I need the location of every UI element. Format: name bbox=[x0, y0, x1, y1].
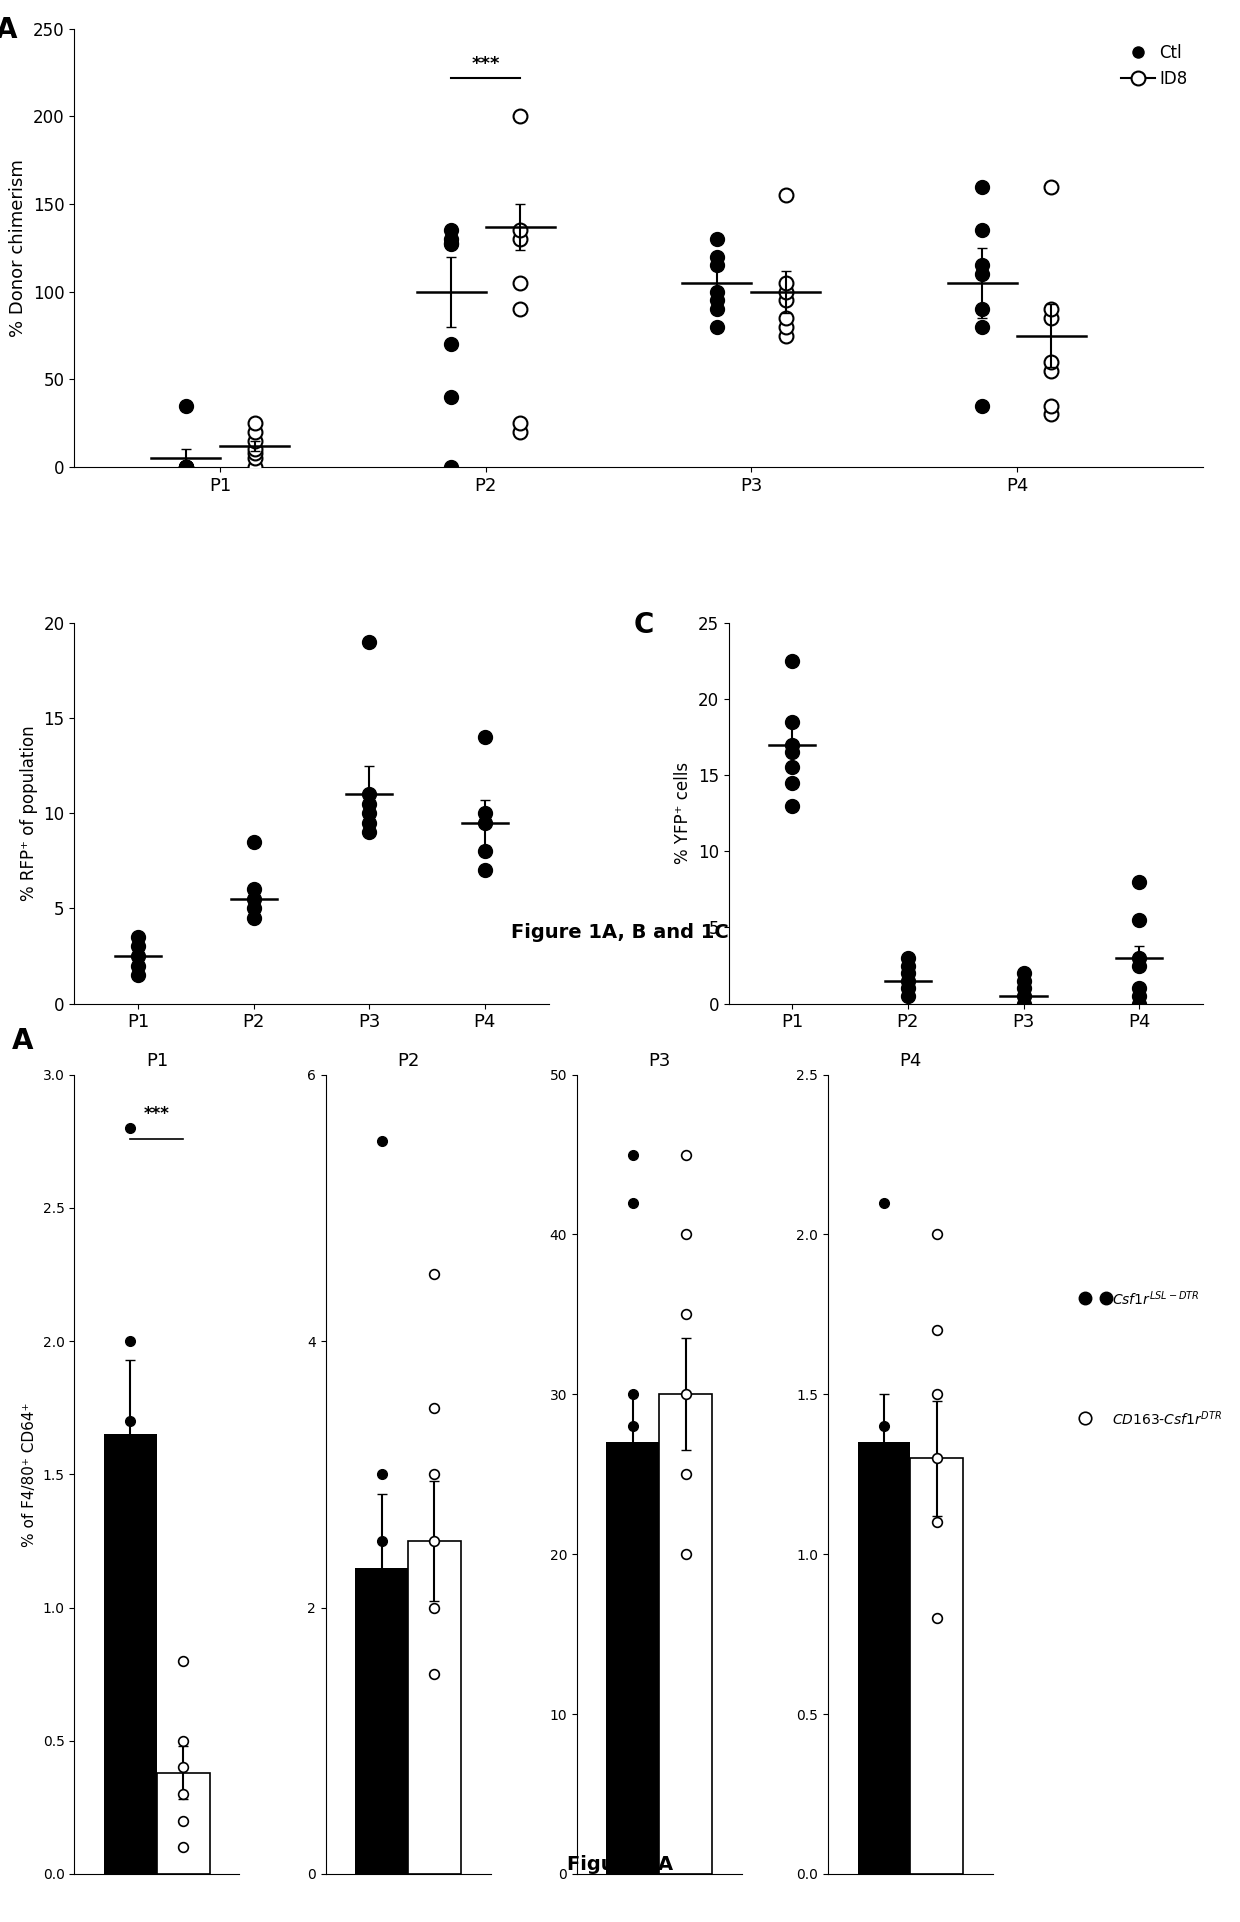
Bar bbox=[408, 1541, 461, 1874]
Bar bbox=[606, 1442, 660, 1874]
Title: P2: P2 bbox=[397, 1051, 419, 1071]
Bar bbox=[157, 1772, 210, 1874]
Text: A: A bbox=[11, 1026, 33, 1055]
Y-axis label: % YFP⁺ cells: % YFP⁺ cells bbox=[675, 763, 692, 865]
Bar bbox=[104, 1434, 157, 1874]
Y-axis label: % Donor chimerism: % Donor chimerism bbox=[10, 160, 27, 336]
Bar bbox=[660, 1393, 712, 1874]
Text: C: C bbox=[634, 611, 655, 640]
Bar bbox=[858, 1442, 910, 1874]
Text: Figure 1A, B and 1C: Figure 1A, B and 1C bbox=[511, 923, 729, 942]
Bar bbox=[910, 1459, 963, 1874]
Text: $\it{Csf1r}^{LSL-DTR}$: $\it{Csf1r}^{LSL-DTR}$ bbox=[1112, 1290, 1200, 1307]
Text: ***: *** bbox=[144, 1105, 170, 1122]
Text: Figure 2A: Figure 2A bbox=[567, 1855, 673, 1874]
Text: ***: *** bbox=[471, 54, 500, 73]
Legend: Ctl, ID8: Ctl, ID8 bbox=[1115, 37, 1194, 94]
Y-axis label: % RFP⁺ of population: % RFP⁺ of population bbox=[20, 725, 38, 901]
Title: P1: P1 bbox=[146, 1051, 167, 1071]
Title: P4: P4 bbox=[899, 1051, 921, 1071]
Title: P3: P3 bbox=[649, 1051, 671, 1071]
Y-axis label: % of F4/80⁺ CD64⁺: % of F4/80⁺ CD64⁺ bbox=[22, 1401, 37, 1547]
Text: A: A bbox=[0, 15, 17, 44]
Text: $\it{CD163}$-$\it{Csf1r}^{DTR}$: $\it{CD163}$-$\it{Csf1r}^{DTR}$ bbox=[1112, 1409, 1223, 1428]
Bar bbox=[356, 1568, 408, 1874]
